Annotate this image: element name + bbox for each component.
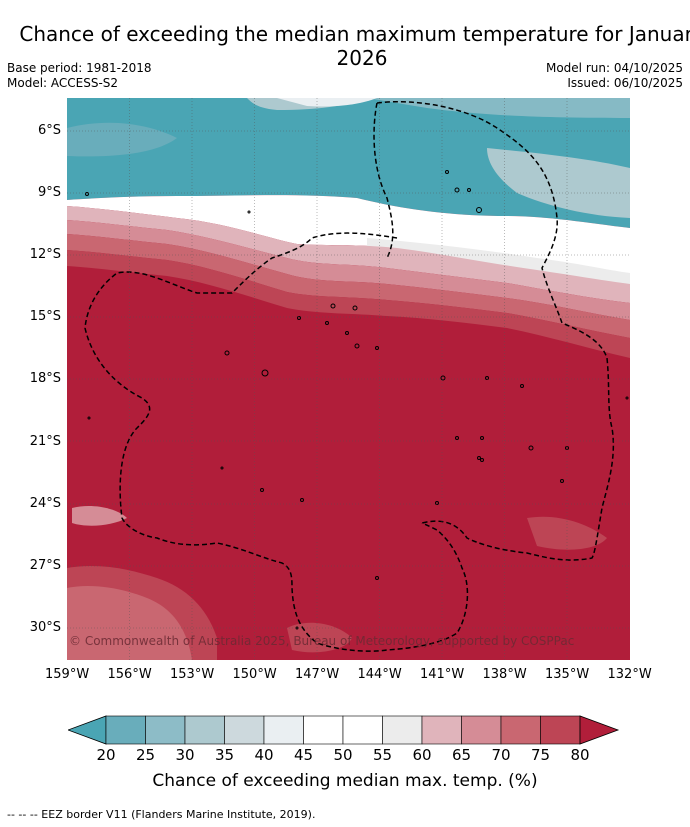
- colorbar-segment: [105, 715, 146, 745]
- longitude-label: 138°W: [482, 667, 527, 682]
- colorbar-tick-label: 60: [412, 746, 432, 764]
- patch-75-south: [287, 622, 352, 653]
- longitude-label: 135°W: [545, 667, 590, 682]
- colorbar-tick-label: 45: [293, 746, 314, 764]
- latitude-label: 18°S: [29, 371, 61, 387]
- latitude-label: 6°S: [37, 123, 61, 138]
- band-75: [67, 250, 630, 358]
- patch-65-southwest: [72, 506, 127, 526]
- band-neutral: [67, 195, 630, 283]
- islands: [85, 170, 629, 630]
- colorbar-segment: [382, 715, 423, 745]
- model-name: Model: ACCESS-S2: [7, 76, 119, 90]
- colorbar-tick-label: 35: [214, 746, 235, 764]
- colorbar-tick-label: 70: [491, 746, 511, 764]
- longitude-label: 150°W: [232, 667, 277, 682]
- meta-left: Base period: 1981-2018 Model: ACCESS-S2: [7, 61, 152, 91]
- issued-date: Issued: 06/10/2025: [567, 76, 683, 90]
- colorbar-tick-label: 65: [451, 746, 472, 764]
- latitude-label: 15°S: [29, 309, 61, 325]
- copyright-notice: © Commonwealth of Australia 2025, Bureau…: [69, 634, 575, 648]
- colorbar-tick-label: 75: [530, 746, 551, 764]
- band-65: [67, 220, 630, 320]
- colorbar-label: Chance of exceeding median max. temp. (%…: [152, 771, 538, 791]
- colorbar-tick-label: 25: [135, 746, 156, 764]
- colorbar-low-extend: [68, 715, 107, 745]
- base-period: Base period: 1981-2018: [7, 61, 152, 75]
- colorbar-segment: [421, 715, 462, 745]
- gridlines: [67, 98, 630, 660]
- colorbar-segment: [263, 715, 304, 745]
- band-white-top: [277, 98, 377, 107]
- colorbar-tick-label: 30: [175, 746, 195, 764]
- colorbar-segment: [342, 715, 383, 745]
- colorbar-segment: [303, 715, 344, 745]
- latitude-label: 21°S: [29, 433, 61, 449]
- page-title: Chance of exceeding the median maximum t…: [19, 22, 690, 70]
- probability-map: [67, 98, 630, 660]
- longitude-label: 144°W: [357, 667, 402, 682]
- colorbar-high-extend: [579, 715, 620, 745]
- band-70: [67, 234, 630, 338]
- longitude-label: 156°W: [107, 667, 152, 682]
- colorbar-segment: [500, 715, 541, 745]
- colorbar-tick-label: 80: [570, 746, 590, 764]
- latitude-label: 9°S: [37, 185, 61, 201]
- band-25: [67, 98, 630, 118]
- longitude-label: 153°W: [170, 667, 215, 682]
- colorbar-tick-label: 50: [333, 746, 353, 764]
- band-60: [67, 206, 630, 303]
- longitude-label: 132°W: [607, 667, 652, 682]
- colorbar-segment: [145, 715, 186, 745]
- latitude-label: 30°S: [29, 619, 61, 635]
- colorbar-tick-label: 20: [96, 746, 116, 764]
- colorbar-segment: [184, 715, 225, 745]
- longitude-label: 141°W: [420, 667, 465, 682]
- longitude-label: 159°W: [45, 667, 90, 682]
- band-35-right: [487, 148, 630, 218]
- latitude-label: 24°S: [29, 495, 61, 511]
- eez-footnote: -- -- -- EEZ border V11 (Flanders Marine…: [7, 808, 316, 821]
- colorbar-segment: [540, 715, 581, 745]
- latitude-label: 27°S: [29, 557, 61, 573]
- meta-right: Model run: 04/10/2025 Issued: 06/10/2025: [546, 61, 683, 91]
- colorbar-tick-label: 40: [254, 746, 274, 764]
- band-below-20: [67, 98, 630, 228]
- longitude-label: 147°W: [295, 667, 340, 682]
- colorbar-tick-label: 55: [372, 746, 393, 764]
- colorbar-segment: [461, 715, 502, 745]
- latitude-label: 12°S: [29, 247, 61, 263]
- model-run: Model run: 04/10/2025: [545, 61, 683, 75]
- eez-borders: [84, 100, 615, 652]
- colorbar-segment: [224, 715, 265, 745]
- colorbar: [68, 715, 620, 745]
